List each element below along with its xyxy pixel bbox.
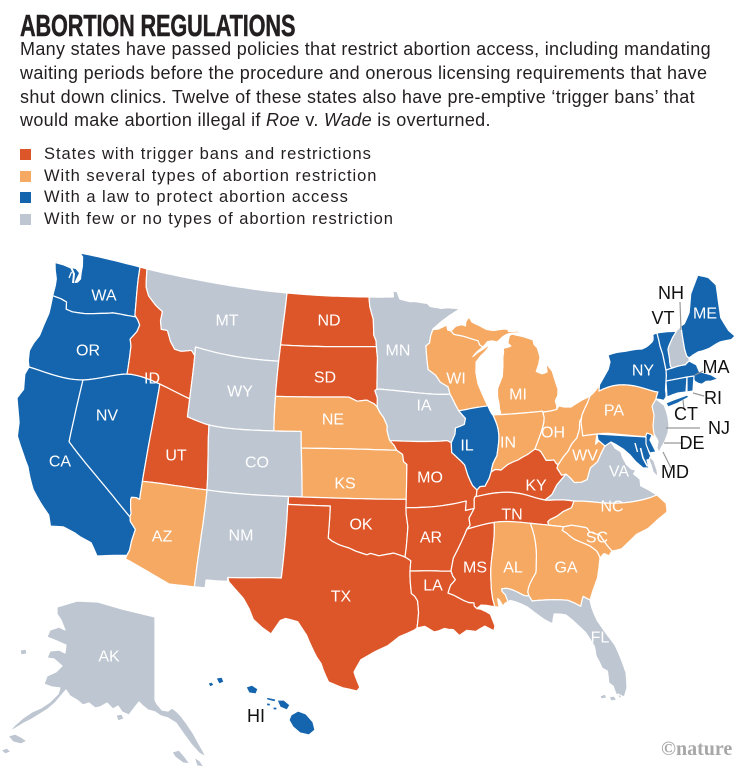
svg-text:WA: WA	[91, 288, 117, 305]
svg-text:IA: IA	[416, 398, 431, 415]
svg-text:HI: HI	[247, 706, 265, 726]
svg-text:MT: MT	[215, 313, 238, 330]
svg-text:LA: LA	[423, 578, 443, 595]
svg-text:IL: IL	[460, 438, 473, 455]
svg-text:OH: OH	[541, 425, 565, 442]
svg-text:CA: CA	[49, 454, 72, 471]
svg-text:WI: WI	[446, 371, 466, 388]
svg-text:CO: CO	[245, 455, 269, 472]
svg-text:MO: MO	[417, 470, 443, 487]
svg-text:NY: NY	[632, 363, 655, 380]
svg-text:MS: MS	[463, 560, 487, 577]
svg-text:AK: AK	[98, 649, 120, 666]
svg-text:FL: FL	[591, 630, 610, 647]
svg-text:MN: MN	[386, 343, 411, 360]
svg-text:MD: MD	[661, 462, 689, 482]
svg-text:AR: AR	[420, 530, 442, 547]
svg-text:NJ: NJ	[708, 418, 730, 438]
svg-text:MA: MA	[703, 357, 730, 377]
svg-text:CT: CT	[674, 404, 698, 424]
svg-text:TN: TN	[501, 507, 522, 524]
svg-text:NH: NH	[658, 283, 684, 303]
svg-text:WY: WY	[227, 384, 253, 401]
svg-text:IN: IN	[500, 435, 516, 452]
svg-text:AZ: AZ	[152, 529, 173, 546]
svg-text:TX: TX	[331, 589, 352, 606]
svg-text:NM: NM	[229, 528, 254, 545]
svg-text:RI: RI	[704, 388, 722, 408]
svg-text:SD: SD	[314, 370, 336, 387]
svg-text:KY: KY	[525, 478, 547, 495]
svg-text:WV: WV	[572, 448, 598, 465]
svg-text:NC: NC	[600, 499, 623, 516]
svg-text:GA: GA	[554, 560, 577, 577]
svg-text:DE: DE	[679, 433, 704, 453]
svg-text:NE: NE	[322, 412, 344, 429]
svg-text:MI: MI	[509, 387, 527, 404]
svg-text:UT: UT	[165, 448, 187, 465]
svg-text:OK: OK	[349, 517, 372, 534]
svg-text:ND: ND	[317, 313, 340, 330]
svg-text:KS: KS	[334, 476, 355, 493]
svg-text:PA: PA	[604, 403, 624, 420]
svg-text:VT: VT	[651, 308, 674, 328]
svg-text:SC: SC	[586, 530, 608, 547]
svg-text:ME: ME	[693, 306, 717, 323]
svg-text:VA: VA	[609, 464, 629, 481]
svg-text:OR: OR	[76, 343, 100, 360]
svg-text:ID: ID	[144, 371, 160, 388]
svg-text:AL: AL	[503, 560, 523, 577]
svg-text:NV: NV	[96, 408, 119, 425]
